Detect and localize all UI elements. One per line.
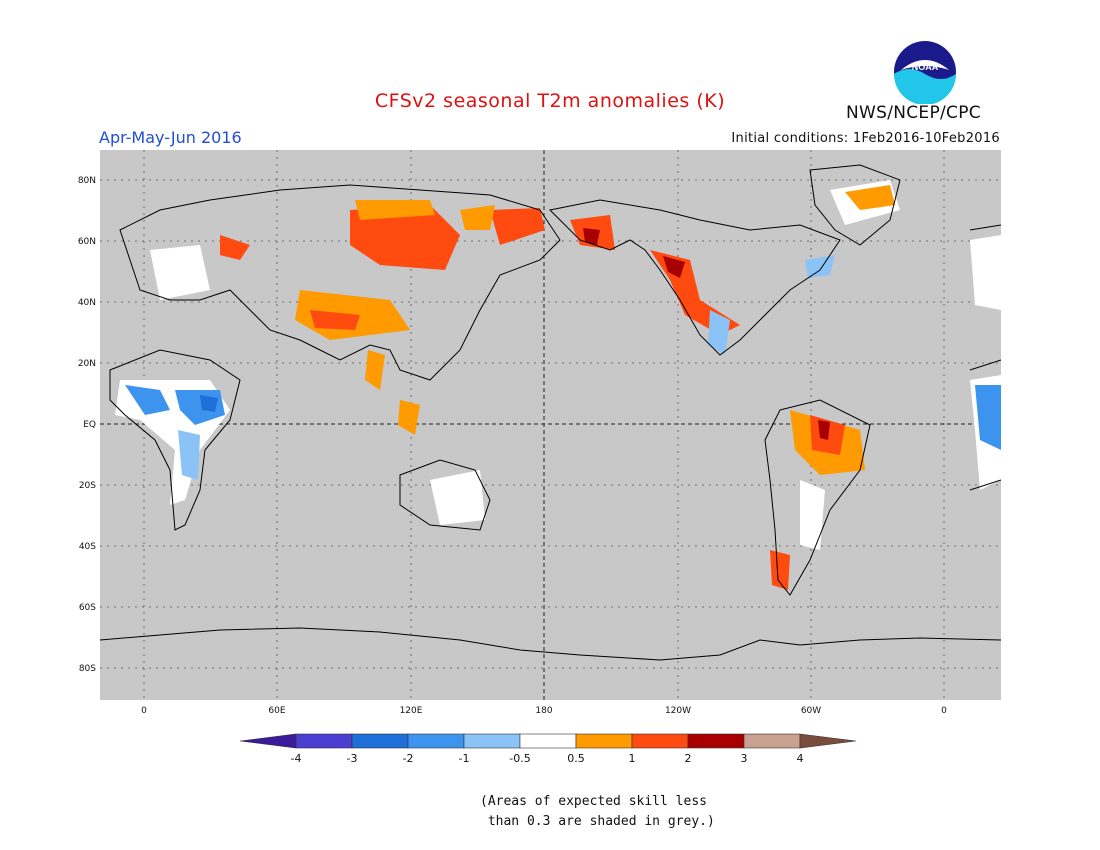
colorbar-arrow-low	[240, 733, 297, 749]
lat-label-80s: 80S	[78, 664, 96, 674]
lat-label-40n: 40N	[77, 298, 96, 308]
lon-label-120w: 120W	[664, 706, 692, 716]
colorbar-bin	[519, 733, 577, 749]
anomaly-map	[100, 150, 1001, 700]
noaa-logo-icon: NOAA	[894, 41, 956, 104]
map-title: CFSv2 seasonal T2m anomalies (K)	[374, 90, 726, 112]
colorbar-bin	[407, 733, 465, 749]
colorbar-label: -1	[458, 752, 470, 765]
lon-label-0: 0	[141, 706, 147, 716]
colorbar	[240, 733, 857, 749]
colorbar-label: 4	[796, 752, 804, 765]
lat-label-eq: EQ	[83, 420, 96, 430]
gridlines	[100, 150, 1001, 700]
lat-label-60s: 60S	[78, 603, 96, 613]
lat-label-80n: 80N	[77, 176, 96, 186]
anomaly-patches	[115, 180, 1001, 590]
colorbar-label: -2	[402, 752, 414, 765]
colorbar-label: 3	[740, 752, 748, 765]
colorbar-bin	[351, 733, 409, 749]
colorbar-bin	[631, 733, 689, 749]
forecast-period: Apr-May-Jun 2016	[99, 128, 242, 147]
skill-note: (Areas of expected skill less than 0.3 a…	[480, 792, 715, 832]
colorbar-bin	[463, 733, 521, 749]
noaa-logo-text: NOAA	[912, 62, 939, 72]
colorbar-label: -3	[346, 752, 358, 765]
lon-label-0-east: 0	[941, 706, 947, 716]
colorbar-label: 0.5	[567, 752, 585, 765]
lat-label-20s: 20S	[78, 481, 96, 491]
lat-label-20n: 20N	[77, 359, 96, 369]
colorbar-label: -0.5	[509, 752, 531, 765]
lon-label-180: 180	[535, 706, 553, 716]
lon-label-120e: 120E	[399, 706, 423, 716]
colorbar-bin	[743, 733, 801, 749]
skill-note-line: (Areas of expected skill less	[480, 794, 707, 809]
coastlines	[100, 164, 1001, 661]
colorbar-arrow-high	[799, 733, 857, 749]
organization-label: NWS/NCEP/CPC	[846, 103, 981, 123]
colorbar-label: -4	[290, 752, 302, 765]
lat-label-60n: 60N	[77, 237, 96, 247]
skill-note-line: than 0.3 are shaded in grey.)	[480, 814, 715, 829]
colorbar-label: 2	[684, 752, 692, 765]
lat-label-40s: 40S	[78, 542, 96, 552]
lon-label-60w: 60W	[800, 706, 822, 716]
lon-label-60e: 60E	[268, 706, 286, 716]
colorbar-bin	[687, 733, 745, 749]
colorbar-bin	[295, 733, 353, 749]
colorbar-label: 1	[628, 752, 636, 765]
colorbar-bin	[575, 733, 633, 749]
initial-conditions: Initial conditions: 1Feb2016-10Feb2016	[731, 131, 1000, 146]
